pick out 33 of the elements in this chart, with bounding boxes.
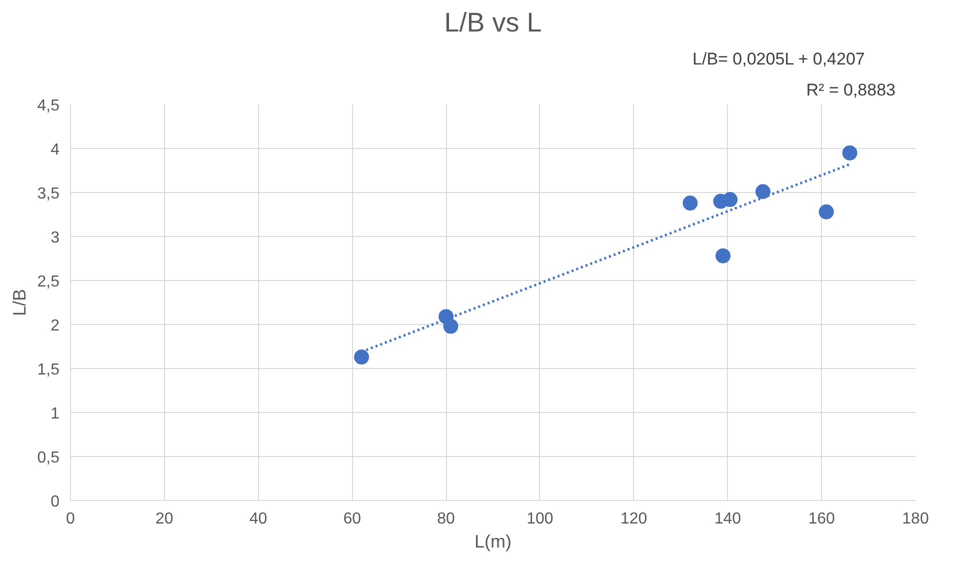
- y-tick-label: 0: [50, 494, 60, 510]
- point: [682, 196, 698, 211]
- y-tick-label: 4,5: [37, 98, 60, 114]
- point: [354, 350, 370, 365]
- x-tick-label: 20: [155, 510, 174, 528]
- point: [716, 248, 731, 264]
- x-tick-label: 60: [343, 510, 362, 528]
- text: L/B= 0,0205L + 0,4207: [692, 50, 865, 68]
- y-tick-label: 1: [50, 406, 60, 422]
- y-tick-label: 0,5: [37, 450, 60, 466]
- x-tick-label: 180: [902, 510, 929, 528]
- y-tick-label: 2: [50, 318, 60, 334]
- point: [842, 145, 858, 160]
- point: [818, 204, 834, 220]
- x-tick-label: 80: [437, 510, 456, 528]
- x-tick-label: 40: [249, 510, 268, 528]
- y-tick-label: 3,5: [37, 186, 60, 202]
- y-tick-label: 3: [50, 230, 60, 246]
- y-tick-label: 2,5: [37, 274, 60, 290]
- text: R² = 0,8883: [806, 80, 896, 100]
- x-tick-label: 160: [808, 510, 836, 528]
- y-tick-label: 4: [50, 142, 60, 158]
- y-axis-title: L/B: [9, 288, 30, 316]
- point: [722, 192, 738, 208]
- x-tick-label: 120: [620, 510, 648, 528]
- chart-title: L/B vs L: [444, 8, 542, 38]
- x-tick-label: 100: [526, 510, 554, 528]
- x-tick-label: 0: [66, 510, 76, 528]
- x-axis-title: L(m): [474, 532, 512, 552]
- point: [755, 184, 770, 200]
- y-tick-label: 1,5: [37, 362, 60, 378]
- point: [443, 318, 458, 334]
- x-tick-label: 140: [714, 510, 742, 528]
